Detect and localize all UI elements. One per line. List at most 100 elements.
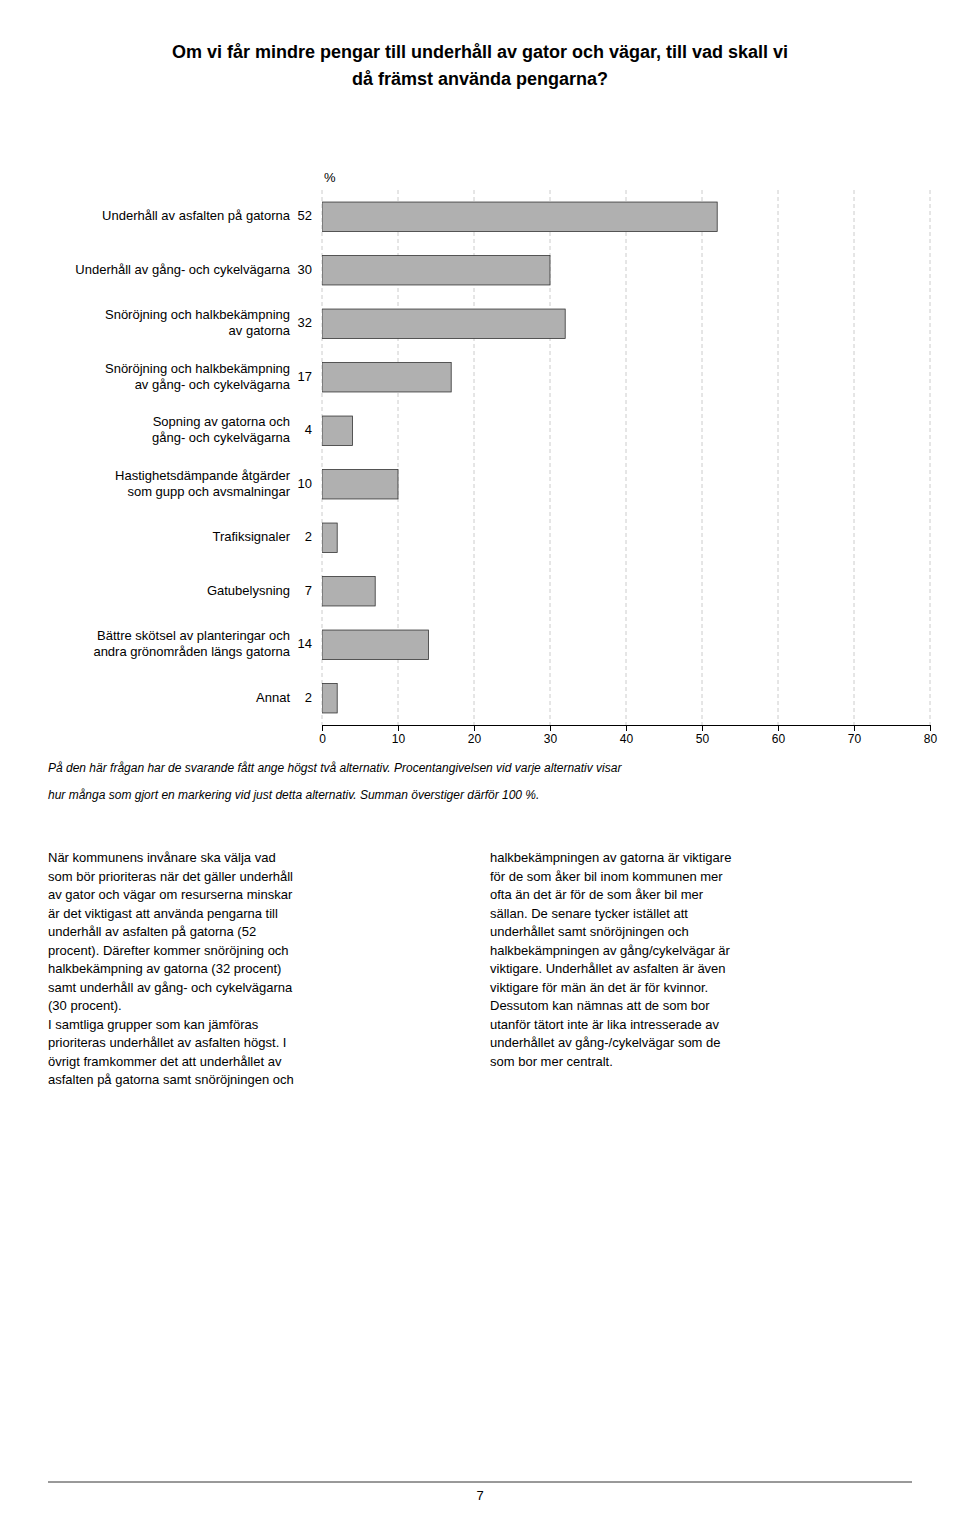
category-label: Annat (256, 690, 290, 705)
tick-mark (702, 725, 703, 731)
category-label-line: Underhåll av asfalten på gatorna (102, 208, 291, 223)
category-label-line: Bättre skötsel av planteringar och (97, 628, 290, 643)
tick: 80 (924, 725, 938, 746)
footnote: hur många som gjort en markering vid jus… (48, 788, 539, 802)
tick-label: 0 (319, 732, 326, 746)
grid-line (854, 190, 855, 725)
bar (322, 416, 352, 445)
annotations: På den här frågan har de svarande fått a… (48, 761, 731, 1503)
body-text-line: övrigt framkommer det att underhållet av (48, 1054, 282, 1069)
page-number: 7 (476, 1488, 483, 1503)
category-label: Snöröjning och halkbekämpningav gång- oc… (105, 361, 291, 392)
body-text-line: asfalten på gatorna samt snöröjningen oc… (48, 1072, 294, 1087)
tick: 70 (848, 725, 862, 746)
body-text-line: viktigare för män än det är för kvinnor. (490, 980, 708, 995)
body-text-line: I samtliga grupper som kan jämföras (48, 1017, 259, 1032)
data-label: 2 (305, 690, 312, 705)
footnote-line: hur många som gjort en markering vid jus… (48, 788, 539, 802)
body-text: halkbekämpningen av gatorna är viktigare… (490, 850, 731, 1069)
tick-label: 60 (772, 732, 786, 746)
tick: 10 (392, 725, 406, 746)
tick: 0 (319, 725, 326, 746)
bar (322, 470, 398, 499)
category-label: Snöröjning och halkbekämpningav gatorna (105, 307, 291, 338)
bar (322, 577, 375, 606)
bars (322, 202, 717, 713)
body-text-line: sällan. De senare tycker istället att (490, 906, 688, 921)
data-label: 7 (305, 583, 312, 598)
category-labels: Underhåll av asfalten på gatorna Underhål… (75, 208, 290, 705)
body-text-line: halkbekämpningen av gång/cykelvägar är (490, 943, 731, 958)
category-label-line: andra grönområden längs gatorna (93, 644, 290, 659)
data-label: 4 (305, 422, 312, 437)
grid-line (778, 190, 779, 725)
body-text-line: halkbekämpningen av gatorna är viktigare (490, 850, 731, 865)
bar (322, 523, 337, 552)
tick: 40 (620, 725, 634, 746)
body-text-line: ofta än det är för de som åker bil mer (490, 887, 704, 902)
bar (322, 630, 428, 659)
body-text-line: som bör prioriteras när det gäller under… (48, 869, 293, 884)
bar (322, 309, 565, 338)
category-label-line: av gatorna (229, 323, 291, 338)
body-text-line: När kommunens invånare ska välja vad (48, 850, 276, 865)
category-label: Underhåll av gång- och cykelvägarna (75, 262, 290, 277)
data-label: 52 (298, 208, 312, 223)
category-label-line: Sopning av gatorna och (153, 414, 290, 429)
category-label: Underhåll av asfalten på gatorna (102, 208, 291, 223)
body-text-line: halkbekämpning av gatorna (32 procent) (48, 961, 281, 976)
data-label: 10 (298, 476, 312, 491)
data-label: 32 (298, 315, 312, 330)
tick: 30 (544, 725, 558, 746)
tick-mark (474, 725, 475, 731)
tick-mark (550, 725, 551, 731)
category-label-line: Annat (256, 690, 290, 705)
category-label-line: av gång- och cykelvägarna (135, 377, 291, 392)
body-text-line: som bor mer centralt. (490, 1054, 613, 1069)
title: då främst använda pengarna? (352, 69, 608, 89)
footnote-line: På den här frågan har de svarande fått a… (48, 761, 622, 775)
category-label-line: Gatubelysning (207, 583, 290, 598)
body-text-line: underhållet samt snöröjningen och (490, 924, 689, 939)
page: Om vi får mindre pengar till underhåll a… (0, 0, 960, 1525)
tick-mark (778, 725, 779, 731)
bar (322, 256, 550, 285)
tick-label: 80 (924, 732, 938, 746)
body-text-line: procent). Därefter kommer snöröjning och (48, 943, 289, 958)
category-label-line: Underhåll av gång- och cykelvägarna (75, 262, 290, 277)
bar (322, 202, 717, 231)
axis-line (323, 726, 931, 732)
body-text: När kommunens invånare ska välja vad som … (48, 850, 294, 1087)
data-label: 14 (298, 636, 312, 651)
body-text-line: av gator och vägar om resurserna minskar (48, 887, 293, 902)
bar (322, 363, 451, 392)
tick-mark (398, 725, 399, 731)
category-label-line: Snöröjning och halkbekämpning (105, 361, 290, 376)
tick-label: 10 (392, 732, 406, 746)
tick-mark (930, 725, 931, 731)
rule (48, 1482, 912, 1483)
data-label: 30 (298, 262, 312, 277)
body-text-line: Dessutom kan nämnas att de som bor (490, 998, 710, 1013)
grid-line (626, 190, 627, 725)
tick-mark (854, 725, 855, 731)
category-label-line: Hastighetsdämpande åtgärder (115, 468, 291, 483)
x-axis: 0 10 20 30 40 50 60 70 80 (319, 725, 937, 746)
tick-label: 70 (848, 732, 862, 746)
category-label: Trafiksignaler (212, 529, 290, 544)
category-label: Bättre skötsel av planteringar ochandra … (93, 628, 290, 659)
body-text-line: prioriteras underhållet av asfalten högs… (48, 1035, 286, 1050)
body-text-line: underhållet av gång-/cykelvägar som de (490, 1035, 721, 1050)
tick: 60 (772, 725, 786, 746)
tick-mark (626, 725, 627, 731)
tick: 20 (468, 725, 482, 746)
tick: 50 (696, 725, 710, 746)
category-label: Gatubelysning (207, 583, 290, 598)
tick-label: 50 (696, 732, 710, 746)
category-label-line: Snöröjning och halkbekämpning (105, 307, 290, 322)
data-labels: 5230321741027142 (298, 208, 312, 705)
data-label: 2 (305, 529, 312, 544)
category-label-line: som gupp och avsmalningar (127, 484, 290, 499)
category-label: Hastighetsdämpande åtgärdersom gupp och … (115, 468, 291, 499)
body-text-line: underhåll av asfalten på gatorna (52 (48, 924, 256, 939)
